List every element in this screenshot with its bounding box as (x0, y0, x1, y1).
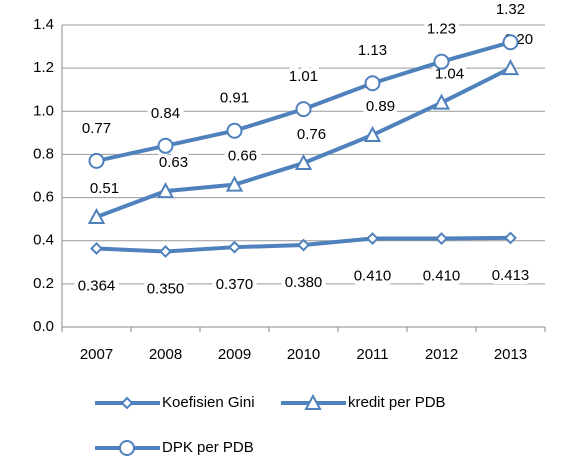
marker (432, 93, 451, 110)
data-label: 0.84 (151, 105, 180, 122)
marker (502, 34, 519, 51)
y-tick-label: 0.4 (33, 232, 54, 249)
legend-label: Koefisien Gini (162, 394, 255, 411)
data-label: 0.51 (90, 180, 119, 197)
data-label: 0.77 (82, 120, 111, 137)
data-label: 0.89 (366, 98, 395, 115)
marker (363, 125, 382, 143)
legend-label: kredit per PDB (348, 394, 446, 411)
x-tick-label: 2009 (218, 346, 251, 363)
data-label: 0.370 (216, 276, 254, 293)
y-tick-label: 0.6 (33, 189, 54, 206)
marker (297, 238, 310, 252)
marker (120, 396, 134, 410)
marker (119, 440, 135, 456)
marker (295, 101, 312, 118)
data-label: 0.76 (297, 126, 326, 143)
marker (226, 122, 243, 139)
x-tick-label: 2012 (425, 346, 458, 363)
data-label: 0.350 (147, 280, 185, 297)
y-tick-label: 0.2 (33, 275, 54, 292)
marker (501, 59, 520, 76)
marker (228, 240, 241, 254)
x-tick-label: 2010 (287, 346, 320, 363)
data-label: 0.91 (220, 90, 249, 107)
marker (90, 242, 103, 255)
data-label: 0.66 (228, 148, 257, 165)
data-label: 0.410 (354, 268, 392, 285)
data-label: 0.380 (285, 274, 323, 291)
x-tick-label: 2007 (80, 346, 113, 363)
marker (88, 152, 105, 169)
y-tick-label: 0.8 (33, 145, 54, 162)
data-label: 1.01 (289, 68, 318, 85)
marker (364, 75, 381, 92)
marker (366, 232, 379, 245)
marker (304, 393, 322, 410)
legend-label: DPK per PDB (162, 439, 254, 456)
y-tick-label: 1.2 (33, 59, 54, 76)
marker (225, 175, 244, 192)
marker (156, 181, 175, 199)
marker (159, 245, 172, 258)
data-label: 0.364 (78, 277, 116, 294)
data-label: 1.32 (496, 1, 525, 18)
y-tick-label: 1.4 (33, 16, 54, 33)
x-tick-label: 2008 (149, 346, 182, 363)
data-label: 0.413 (492, 267, 530, 284)
marker (433, 53, 450, 70)
y-tick-label: 0.0 (33, 318, 54, 335)
data-label: 0.410 (423, 268, 461, 285)
data-label: 1.13 (358, 42, 387, 59)
x-tick-label: 2013 (494, 346, 527, 363)
marker (435, 232, 448, 245)
marker (157, 137, 174, 154)
x-tick-label: 2011 (356, 346, 388, 363)
data-label: 0.63 (159, 154, 188, 171)
marker (294, 153, 313, 171)
data-label: 1.23 (427, 21, 456, 38)
y-tick-label: 1.0 (33, 102, 54, 119)
marker (504, 231, 517, 245)
marker (87, 207, 106, 224)
